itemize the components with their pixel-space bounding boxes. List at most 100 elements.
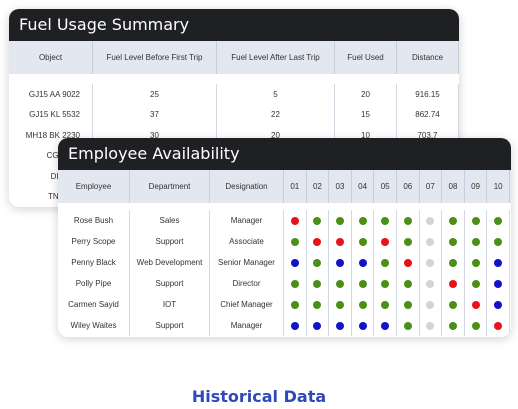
status-dot-icon [313, 258, 322, 267]
status-dot-icon [448, 300, 457, 309]
fuel-table-cell: MH18 BK 2230 [9, 125, 93, 146]
availability-cell [420, 231, 443, 252]
day-column-header: 06 [397, 170, 420, 203]
employee-column-header: Employee [58, 170, 130, 203]
fuel-table-cell: 916.15 [397, 84, 459, 105]
availability-cell [284, 252, 307, 273]
status-dot-icon [381, 300, 390, 309]
availability-cell [307, 210, 330, 231]
availability-cell [397, 315, 420, 336]
availability-cell [442, 294, 465, 315]
status-dot-icon [358, 279, 367, 288]
status-dot-icon [426, 237, 435, 246]
status-dot-icon [494, 300, 503, 309]
availability-cell [284, 231, 307, 252]
status-dot-icon [426, 216, 435, 225]
status-dot-icon [358, 258, 367, 267]
availability-cell [329, 273, 352, 294]
status-dot-icon [403, 258, 412, 267]
availability-cell [374, 315, 397, 336]
department-cell: Support [130, 315, 210, 336]
status-dot-icon [471, 321, 480, 330]
status-dot-icon [313, 300, 322, 309]
status-dot-icon [448, 258, 457, 267]
department-cell: Sales [130, 210, 210, 231]
availability-cell [307, 294, 330, 315]
day-column-header: 02 [307, 170, 330, 203]
designation-cell: Manager [210, 315, 284, 336]
day-column-header: 03 [329, 170, 352, 203]
day-column-header: 10 [487, 170, 510, 203]
status-dot-icon [494, 216, 503, 225]
employee-name-cell: Wiley Waites [58, 315, 130, 336]
department-cell: Web Development [130, 252, 210, 273]
availability-cell [487, 315, 510, 336]
availability-cell [465, 210, 488, 231]
historical-data-heading[interactable]: Historical Data [191, 387, 327, 406]
availability-cell [442, 273, 465, 294]
status-dot-icon [335, 321, 344, 330]
status-dot-icon [403, 279, 412, 288]
availability-cell [397, 294, 420, 315]
fuel-table-header: Object Fuel Level Before First Trip Fuel L… [9, 41, 459, 74]
availability-cell [487, 231, 510, 252]
status-dot-icon [426, 258, 435, 267]
availability-cell [442, 231, 465, 252]
employee-availability-title: Employee Availability [58, 138, 511, 170]
employee-name-cell: Rose Bush [58, 210, 130, 231]
status-dot-icon [358, 321, 367, 330]
status-dot-icon [290, 216, 299, 225]
status-dot-icon [471, 258, 480, 267]
designation-cell: Associate [210, 231, 284, 252]
fuel-column-header: Fuel Level After Last Trip [217, 41, 335, 74]
day-column-header: 09 [465, 170, 488, 203]
status-dot-icon [381, 216, 390, 225]
status-dot-icon [448, 216, 457, 225]
availability-cell [487, 294, 510, 315]
status-dot-icon [290, 300, 299, 309]
status-dot-icon [381, 279, 390, 288]
status-dot-icon [403, 237, 412, 246]
day-column-header: 01 [284, 170, 307, 203]
employee-name-cell: Penny Black [58, 252, 130, 273]
availability-cell [352, 231, 375, 252]
status-dot-icon [313, 237, 322, 246]
employee-column-header: Department [130, 170, 210, 203]
status-dot-icon [403, 216, 412, 225]
availability-cell [420, 315, 443, 336]
availability-cell [352, 273, 375, 294]
employee-table-header: Employee Department Designation 01 02 03 04 05 0… [58, 170, 511, 203]
fuel-table-cell: 37 [93, 104, 217, 125]
fuel-table-cell: 22 [217, 104, 335, 125]
availability-cell [374, 252, 397, 273]
fuel-table-cell: 703.7 [397, 125, 459, 146]
availability-cell [420, 210, 443, 231]
status-dot-icon [335, 216, 344, 225]
fuel-column-header: Fuel Used [335, 41, 397, 74]
availability-cell [420, 294, 443, 315]
status-dot-icon [448, 237, 457, 246]
status-dot-icon [335, 258, 344, 267]
employee-name-cell: Carmen Sayid [58, 294, 130, 315]
status-dot-icon [448, 321, 457, 330]
employee-availability-card: Employee Availability Employee Department… [58, 138, 511, 337]
status-dot-icon [290, 279, 299, 288]
availability-cell [465, 273, 488, 294]
availability-cell [487, 210, 510, 231]
fuel-table-cell: 5 [217, 84, 335, 105]
availability-cell [307, 231, 330, 252]
availability-cell [374, 210, 397, 231]
status-dot-icon [448, 279, 457, 288]
status-dot-icon [403, 321, 412, 330]
availability-cell [465, 294, 488, 315]
availability-cell [352, 294, 375, 315]
availability-cell [284, 273, 307, 294]
fuel-table-cell: 20 [335, 84, 397, 105]
status-dot-icon [381, 237, 390, 246]
status-dot-icon [494, 237, 503, 246]
fuel-table-cell: GJ15 AA 9022 [9, 84, 93, 105]
status-dot-icon [426, 321, 435, 330]
fuel-table-cell: 25 [93, 84, 217, 105]
availability-cell [374, 231, 397, 252]
employee-table-body: Rose Bush Sales Manager Perry Scope Support A… [58, 203, 511, 336]
